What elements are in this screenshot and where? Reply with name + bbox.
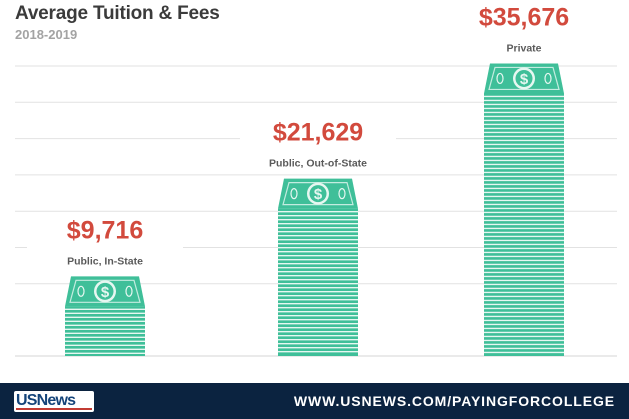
category-label: Public, In-State — [67, 255, 143, 267]
bill-ornament — [496, 72, 504, 85]
bill-border — [488, 66, 560, 91]
bill-border — [282, 182, 354, 206]
label-backdrop — [27, 212, 183, 259]
bill-ornament — [77, 285, 85, 297]
bill-border — [69, 279, 141, 303]
data-label: $9,716 — [67, 216, 143, 244]
dollar-sign: $ — [101, 284, 110, 301]
dollar-circle-inner — [309, 185, 327, 203]
category-label: Public, Out-of-State — [269, 158, 367, 170]
dollar-sign: $ — [520, 71, 529, 88]
chart-title: Average Tuition & Fees — [15, 3, 220, 24]
bar — [278, 208, 358, 356]
logo-underline — [16, 408, 92, 410]
dollar-sign: $ — [314, 186, 323, 203]
bill-ornament — [125, 285, 133, 297]
chart-subtitle: 2018-2019 — [15, 27, 78, 42]
data-label: $21,629 — [273, 119, 363, 147]
category-label: Private — [506, 42, 541, 54]
bar-group: $ — [484, 63, 564, 357]
label-backdrop — [446, 0, 602, 46]
logo-text: USNews — [16, 392, 76, 409]
dollar-circle-inner — [515, 69, 533, 87]
bar — [65, 306, 145, 356]
bill-ornament — [338, 188, 346, 200]
data-label: $35,676 — [479, 3, 569, 31]
dollar-circle-inner — [96, 282, 114, 300]
bill-ornament — [544, 72, 552, 85]
footer-url-link[interactable]: WWW.USNEWS.COM/PAYINGFORCOLLEGE — [293, 393, 615, 409]
bar-group: $ — [278, 178, 358, 356]
footer-bar: USNews WWW.USNEWS.COM/PAYINGFORCOLLEGE — [0, 383, 629, 419]
chart-plot: $ $9,716 Public, In-State $ $21,629 Public, O… — [15, 0, 617, 357]
usnews-logo[interactable]: USNews — [14, 391, 94, 412]
bar-group: $ — [65, 276, 145, 356]
bill-ornament — [290, 188, 298, 200]
label-backdrop — [240, 114, 396, 161]
